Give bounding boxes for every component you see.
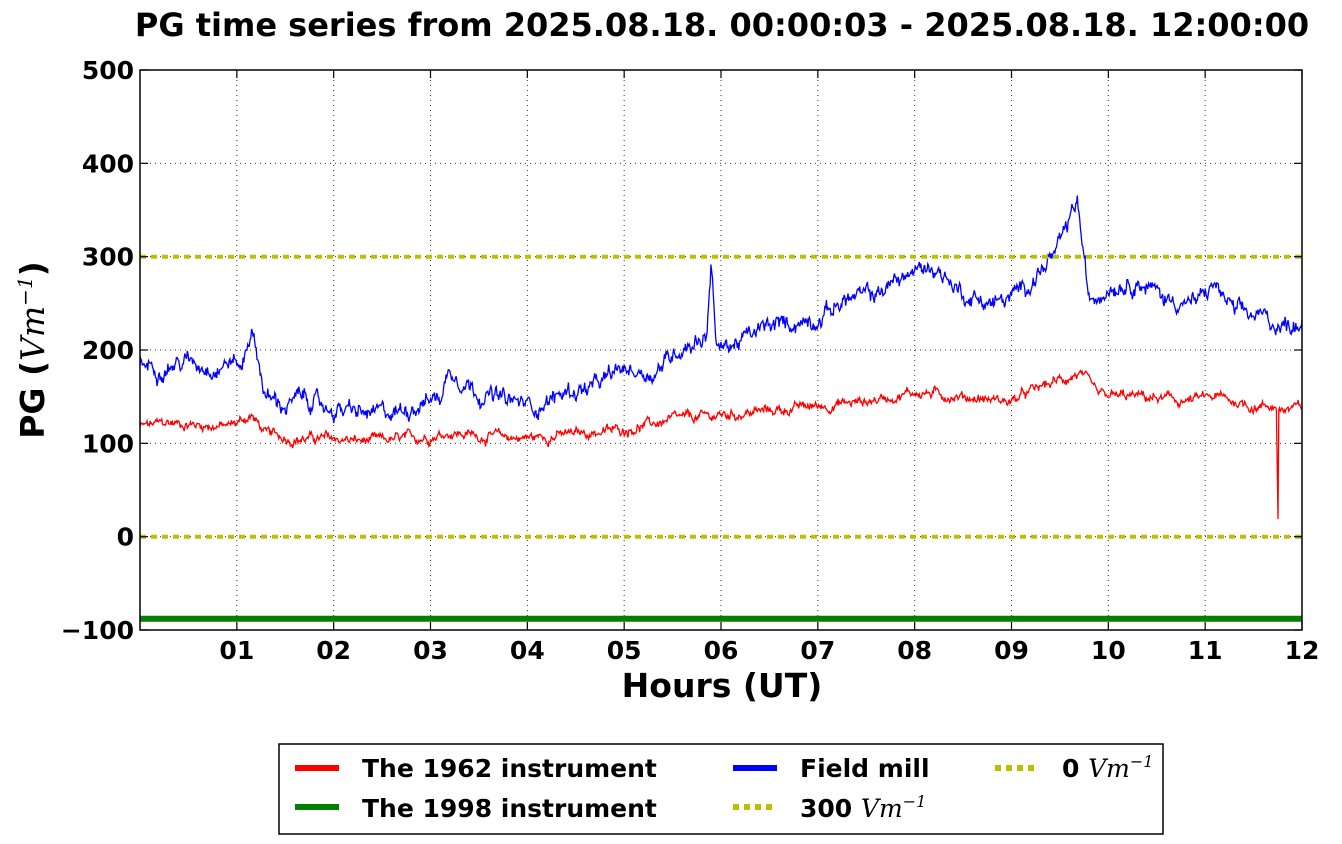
legend-label-300: 300 Vm−1: [800, 792, 926, 823]
x-tick-label: 01: [219, 636, 254, 665]
y-axis-label-exp: −1: [13, 276, 37, 305]
y-tick-label: 100: [82, 429, 134, 458]
y-tick-label: 400: [82, 149, 134, 178]
x-tick-label: 04: [510, 636, 545, 665]
y-tick-label: 200: [82, 336, 134, 365]
x-tick-label: 08: [897, 636, 932, 665]
legend-label-field-mill: Field mill: [800, 754, 930, 783]
x-tick-label: 11: [1188, 636, 1223, 665]
chart-title: PG time series from 2025.08.18. 00:00:03…: [135, 6, 1309, 44]
legend-label-1998: The 1998 instrument: [362, 794, 657, 823]
x-tick-label: 09: [994, 636, 1029, 665]
x-tick-label: 06: [704, 636, 739, 665]
y-tick-label: 500: [82, 56, 134, 85]
y-axis-label-unit: Vm: [13, 306, 52, 361]
x-tick-label: 07: [800, 636, 835, 665]
x-tick-label: 02: [316, 636, 351, 665]
x-axis-label: Hours (UT): [622, 666, 823, 705]
x-tick-label: 10: [1091, 636, 1126, 665]
y-tick-label: 300: [82, 243, 134, 272]
legend-label-1962: The 1962 instrument: [362, 754, 657, 783]
y-tick-label: −100: [61, 616, 134, 645]
legend-label-0: 0 Vm−1: [1062, 752, 1153, 783]
x-tick-label: 12: [1285, 636, 1320, 665]
x-tick-label: 05: [607, 636, 642, 665]
y-tick-label: 0: [117, 523, 134, 552]
y-axis-label-suffix: ): [13, 261, 52, 276]
plot-series: [139, 195, 1303, 622]
y-axis-label-prefix: PG (: [13, 361, 52, 439]
y-axis-label: PG (Vm−1): [13, 261, 52, 439]
x-tick-label: 03: [413, 636, 448, 665]
grid: [140, 70, 1302, 630]
legend: The 1962 instrument The 1998 instrument …: [278, 743, 1164, 835]
series-line-2: [139, 195, 1303, 424]
legend-box: [278, 743, 1164, 835]
tick-labels: 01 02 03 04 05 06 07 08 09 10 11 12 −100 0 100 200 300 40…: [61, 56, 1320, 665]
ticks: [140, 69, 1303, 631]
series-line-0: [139, 369, 1303, 520]
